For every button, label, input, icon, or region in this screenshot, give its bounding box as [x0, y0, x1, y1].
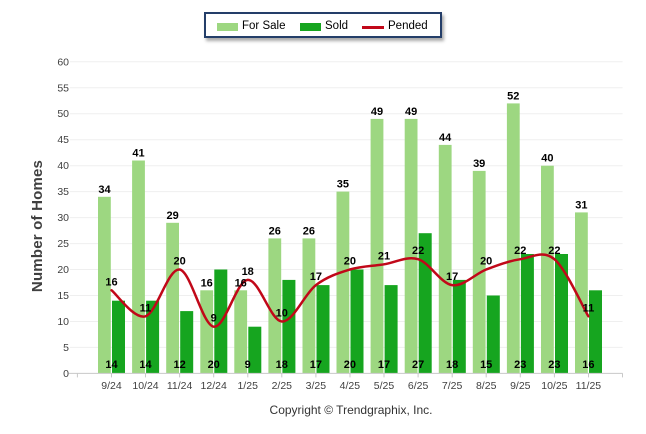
- svg-text:40: 40: [57, 160, 69, 172]
- svg-text:12/24: 12/24: [201, 380, 227, 392]
- svg-text:10/25: 10/25: [541, 380, 567, 392]
- svg-text:16: 16: [105, 276, 117, 288]
- svg-text:23: 23: [548, 359, 560, 371]
- svg-text:10: 10: [57, 316, 69, 328]
- svg-text:20: 20: [480, 256, 492, 268]
- svg-text:34: 34: [98, 184, 111, 196]
- svg-text:17: 17: [310, 271, 322, 283]
- svg-text:10/24: 10/24: [132, 380, 158, 392]
- svg-text:60: 60: [57, 56, 69, 68]
- svg-text:17: 17: [446, 271, 458, 283]
- svg-text:49: 49: [371, 106, 383, 118]
- svg-text:29: 29: [166, 210, 178, 222]
- svg-text:44: 44: [439, 132, 452, 144]
- svg-text:22: 22: [514, 245, 526, 257]
- svg-text:49: 49: [405, 106, 417, 118]
- svg-text:5/25: 5/25: [374, 380, 395, 392]
- svg-text:27: 27: [412, 359, 424, 371]
- svg-text:4/25: 4/25: [340, 380, 361, 392]
- svg-text:23: 23: [514, 359, 526, 371]
- svg-text:52: 52: [507, 90, 519, 102]
- svg-text:6/25: 6/25: [408, 380, 429, 392]
- svg-text:11: 11: [140, 302, 152, 314]
- svg-text:35: 35: [57, 186, 69, 198]
- svg-text:15: 15: [480, 359, 492, 371]
- svg-text:26: 26: [269, 225, 281, 237]
- svg-text:30: 30: [57, 212, 69, 224]
- svg-text:26: 26: [303, 225, 315, 237]
- svg-text:16: 16: [582, 359, 594, 371]
- svg-text:17: 17: [310, 359, 322, 371]
- svg-text:9/24: 9/24: [101, 380, 122, 392]
- svg-text:9: 9: [245, 359, 251, 371]
- svg-text:40: 40: [541, 153, 553, 165]
- svg-text:15: 15: [57, 290, 69, 302]
- svg-text:12: 12: [173, 359, 185, 371]
- svg-text:14: 14: [105, 359, 118, 371]
- svg-text:18: 18: [242, 266, 254, 278]
- svg-text:21: 21: [378, 250, 390, 262]
- svg-text:11/25: 11/25: [576, 380, 602, 392]
- svg-text:22: 22: [412, 245, 424, 257]
- svg-text:20: 20: [344, 359, 356, 371]
- svg-text:20: 20: [208, 359, 220, 371]
- svg-text:5: 5: [63, 342, 69, 354]
- svg-text:3/25: 3/25: [306, 380, 327, 392]
- svg-text:55: 55: [57, 82, 69, 94]
- svg-text:9: 9: [211, 313, 217, 325]
- svg-text:16: 16: [201, 277, 213, 289]
- svg-text:31: 31: [575, 199, 587, 211]
- svg-text:16: 16: [235, 277, 247, 289]
- svg-text:50: 50: [57, 108, 69, 120]
- svg-text:45: 45: [57, 134, 69, 146]
- svg-text:1/25: 1/25: [237, 380, 258, 392]
- svg-text:9/25: 9/25: [510, 380, 531, 392]
- svg-text:0: 0: [63, 368, 69, 380]
- svg-text:20: 20: [173, 256, 185, 268]
- svg-text:20: 20: [344, 256, 356, 268]
- svg-text:2/25: 2/25: [272, 380, 293, 392]
- svg-text:22: 22: [548, 245, 560, 257]
- svg-text:11: 11: [583, 302, 595, 314]
- svg-text:14: 14: [139, 359, 152, 371]
- svg-text:8/25: 8/25: [476, 380, 497, 392]
- svg-text:17: 17: [378, 359, 390, 371]
- svg-text:39: 39: [473, 158, 485, 170]
- svg-text:41: 41: [132, 148, 144, 160]
- svg-text:35: 35: [337, 179, 349, 191]
- svg-text:10: 10: [276, 308, 288, 320]
- svg-text:25: 25: [57, 238, 69, 250]
- svg-text:20: 20: [57, 264, 69, 276]
- svg-text:18: 18: [276, 359, 288, 371]
- svg-text:11/24: 11/24: [167, 380, 193, 392]
- svg-text:18: 18: [446, 359, 458, 371]
- svg-text:7/25: 7/25: [442, 380, 463, 392]
